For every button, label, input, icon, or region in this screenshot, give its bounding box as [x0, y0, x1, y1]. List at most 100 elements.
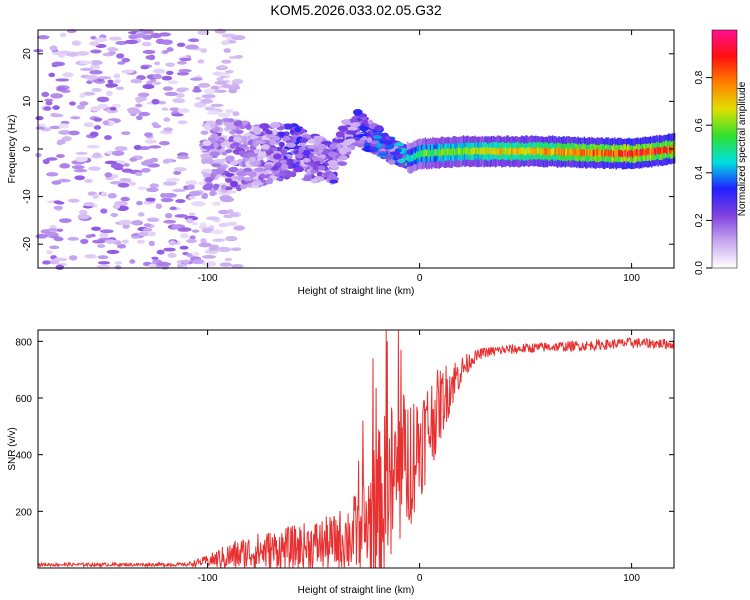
- spectrogram-noise-cell: [93, 125, 102, 130]
- spectrogram-ridge-cell: [625, 149, 628, 157]
- spectrogram-noise-cell: [126, 107, 140, 113]
- spectrogram-noise-cell: [115, 86, 125, 91]
- spectrogram-y-tick-label: 10: [22, 95, 33, 107]
- spectrogram-noise-cell: [80, 238, 89, 244]
- spectrogram-noise-cell: [142, 49, 156, 55]
- spectrogram-signal-cell: [233, 136, 243, 142]
- spectrogram-signal-cell: [316, 171, 323, 177]
- spectrogram-noise-cell: [203, 88, 217, 95]
- spectrogram-noise-cell: [89, 60, 103, 66]
- spectrogram-ridge-cell: [456, 147, 458, 155]
- spectrogram-signal-cell: [228, 166, 239, 173]
- spectrogram-ridge-cell: [633, 149, 635, 157]
- spectrogram-signal-cell: [302, 151, 311, 155]
- spectrogram-noise-cell: [69, 101, 76, 106]
- spectrogram-noise-cell: [224, 257, 233, 262]
- spectrogram-ridge-cell: [475, 147, 477, 155]
- spectrogram-ridge-cell: [485, 147, 488, 155]
- spectrogram-ridge-cell: [507, 148, 509, 155]
- spectrogram-ridge-cell: [536, 147, 539, 155]
- spectrogram-signal-cell: [225, 155, 235, 162]
- spectrogram-noise-cell: [82, 91, 96, 96]
- spectrogram-ridge-cell: [466, 147, 469, 155]
- spectrogram-signal-cell: [355, 136, 361, 141]
- spectrogram-ridge-cell: [628, 149, 630, 157]
- spectrogram-ridge-cell: [565, 148, 568, 155]
- spectrogram-ridge-cell: [555, 147, 558, 155]
- spectrogram-signal-cell: [335, 138, 344, 143]
- spectrogram-ridge-cell: [531, 148, 533, 155]
- spectrogram-ridge-cell: [415, 151, 418, 158]
- spectrogram-noise-cell: [107, 79, 114, 84]
- spectrogram-noise-cell: [200, 98, 213, 104]
- spectrogram-signal-cell: [278, 141, 285, 148]
- spectrogram-noise-cell: [148, 263, 157, 269]
- spectrogram-y-tick-label: -20: [22, 237, 33, 252]
- spectrogram-noise-cell: [149, 183, 159, 189]
- spectrogram-noise-cell: [59, 32, 67, 38]
- spectrogram-ridge-cell: [588, 150, 591, 157]
- spectrogram-noise-cell: [148, 240, 155, 247]
- spectrogram-noise-cell: [75, 156, 88, 163]
- spectrogram-noise-cell: [166, 47, 174, 52]
- spectrogram-noise-cell: [107, 193, 117, 199]
- spectrogram-noise-cell: [142, 84, 155, 90]
- spectrogram-ridge-cell: [492, 147, 494, 155]
- spectrogram-signal-cell: [369, 146, 376, 151]
- spectrogram-ridge-cell: [626, 151, 629, 158]
- spectrogram-noise-cell: [110, 212, 119, 218]
- spectrogram-signal-cell: [295, 161, 301, 166]
- spectrogram-signal-cell: [303, 175, 312, 181]
- spectrogram-noise-cell: [105, 83, 118, 88]
- spectrogram-noise-cell: [56, 86, 67, 92]
- spectrogram-noise-cell: [230, 264, 244, 269]
- spectrogram-noise-cell: [162, 86, 174, 91]
- spectrogram-ridge-cell: [427, 149, 429, 157]
- spectrogram-ridge-cell: [672, 146, 675, 154]
- spectrogram-x-tick-label: 100: [623, 273, 640, 284]
- spectrogram-noise-cell: [160, 197, 174, 203]
- spectrogram-ridge-cell: [515, 148, 517, 156]
- spectrogram-ridge-cell: [452, 147, 455, 155]
- spectrogram-ridge-cell: [469, 148, 471, 156]
- spectrogram-noise-cell: [90, 64, 101, 70]
- spectrogram-noise-cell: [104, 172, 113, 178]
- spectrogram-signal-cell: [202, 145, 214, 150]
- spectrogram-ridge-cell: [593, 149, 596, 157]
- spectrogram-noise-cell: [145, 197, 156, 202]
- spectrogram-signal-cell: [335, 131, 345, 138]
- spectrogram-ridge-cell: [484, 148, 486, 155]
- spectrogram-ridge-cell: [639, 149, 642, 156]
- spectrogram-ridge-cell: [499, 148, 502, 156]
- spectrogram-ridge-cell: [609, 150, 611, 158]
- spectrogram-noise-cell: [160, 193, 168, 198]
- spectrogram-signal-cell: [228, 130, 236, 135]
- spectrogram-signal-cell: [394, 148, 402, 153]
- spectrogram-signal-cell: [222, 140, 230, 147]
- spectrogram-signal-cell: [353, 108, 363, 116]
- spectrogram-noise-cell: [106, 249, 120, 255]
- spectrogram-noise-cell: [89, 70, 103, 75]
- spectrogram-ridge-cell: [614, 149, 616, 157]
- spectrogram-ridge-cell: [453, 148, 456, 156]
- spectrogram-signal-cell: [210, 122, 216, 129]
- spectrogram-ridge-cell: [598, 150, 601, 158]
- spectrogram-signal-cell: [298, 146, 305, 154]
- spectrogram-ridge-cell: [548, 148, 550, 156]
- snr-panel: -100 0 100 200 400 600 800 Height of straight…: [7, 329, 675, 596]
- spectrogram-signal-cell: [370, 140, 379, 145]
- spectrogram-ridge-cell: [619, 150, 621, 158]
- spectrogram-ridge-cell: [425, 149, 428, 156]
- spectrogram-ridge-cell: [461, 148, 463, 156]
- spectrogram-noise-cell: [50, 93, 64, 99]
- spectrogram-ridge-cell: [439, 150, 442, 157]
- spectrogram-noise-cell: [59, 218, 72, 223]
- spectrogram-y-tick-label: 0: [22, 146, 33, 152]
- spectrogram-noise-cell: [99, 229, 114, 234]
- spectrogram-ridge-cell: [462, 148, 465, 155]
- spectrogram-noise-cell: [40, 229, 50, 234]
- snr-x-ticks: -100 0 100: [198, 330, 640, 584]
- spectrogram-noise-cell: [138, 111, 151, 117]
- spectrogram-noise-cell: [75, 151, 88, 156]
- spectrogram-ridge-cell: [464, 147, 466, 154]
